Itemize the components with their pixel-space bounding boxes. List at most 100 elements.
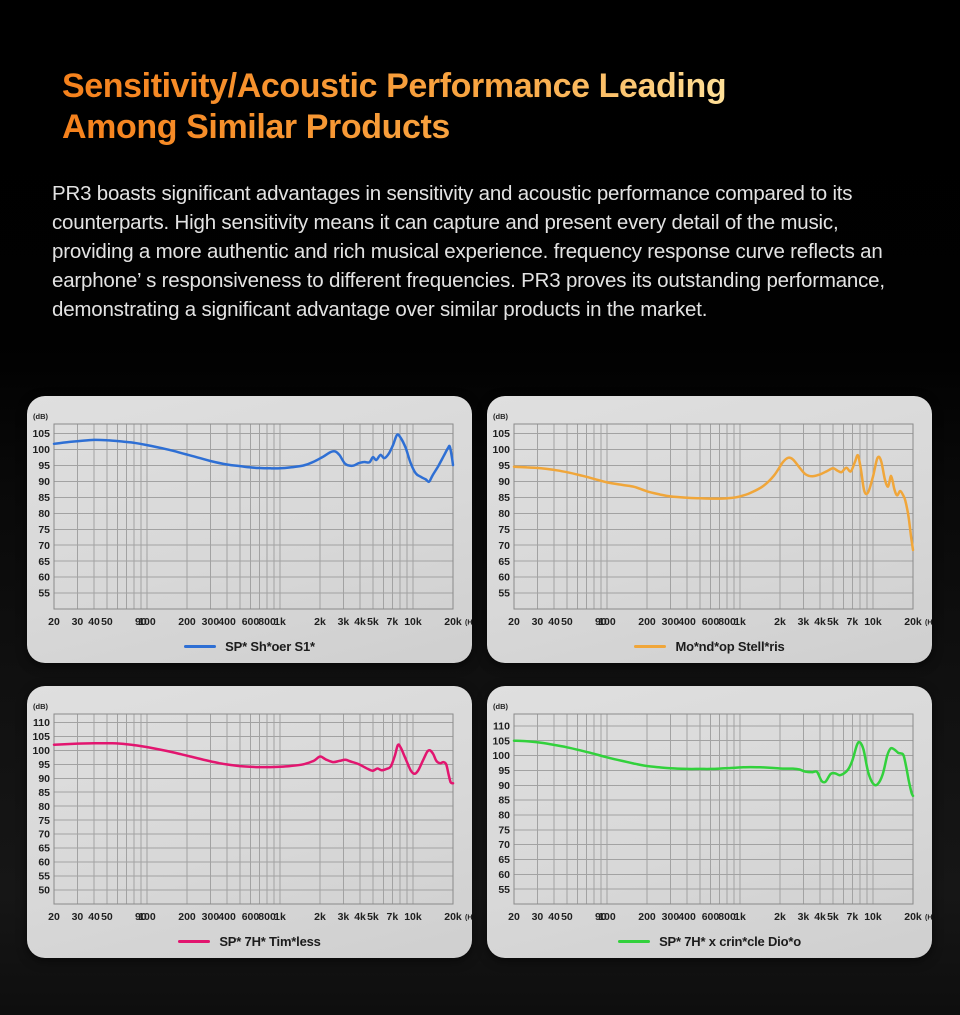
svg-text:100: 100 <box>598 616 616 628</box>
chart-card-pink: 50 55 60 65 70 75 80 85 90 95 100 105 110 (dB) 20 30 40 5… <box>27 686 472 958</box>
svg-text:20k: 20k <box>444 911 462 923</box>
svg-text:300: 300 <box>662 911 680 923</box>
frequency-response-chart-4: 55 60 65 70 75 80 85 90 95 100 105 110 (dB) 20 30 40 50 9… <box>487 686 932 958</box>
svg-text:(Hz): (Hz) <box>925 915 932 922</box>
legend-line-swatch <box>178 939 211 944</box>
svg-text:75: 75 <box>38 815 50 827</box>
svg-text:1k: 1k <box>274 616 286 628</box>
chart-card-green: 55 60 65 70 75 80 85 90 95 100 105 110 (dB) 20 30 40 50 9… <box>487 686 932 958</box>
svg-text:5k: 5k <box>827 616 839 628</box>
svg-text:70: 70 <box>38 540 50 552</box>
svg-text:75: 75 <box>498 524 510 536</box>
svg-text:2k: 2k <box>314 911 326 923</box>
legend-line-swatch <box>634 644 667 649</box>
svg-text:20: 20 <box>48 616 60 628</box>
svg-text:20: 20 <box>508 911 520 923</box>
svg-text:40: 40 <box>88 616 100 628</box>
svg-text:20k: 20k <box>444 616 462 628</box>
svg-text:80: 80 <box>498 508 510 520</box>
svg-text:40: 40 <box>88 911 100 923</box>
chart-legend-2: Mo*nd*op Stell*ris <box>487 639 932 654</box>
svg-text:200: 200 <box>638 911 656 923</box>
svg-text:30: 30 <box>72 911 84 923</box>
svg-text:300: 300 <box>202 911 220 923</box>
svg-text:800: 800 <box>258 911 276 923</box>
svg-text:80: 80 <box>38 508 50 520</box>
svg-text:80: 80 <box>498 810 510 822</box>
svg-text:600: 600 <box>702 616 720 628</box>
svg-text:(Hz): (Hz) <box>465 620 472 627</box>
svg-text:20k: 20k <box>904 911 922 923</box>
chart-legend-1: SP* Sh*oer S1* <box>27 639 472 654</box>
svg-text:4k: 4k <box>354 911 366 923</box>
svg-text:2k: 2k <box>774 911 786 923</box>
svg-text:5k: 5k <box>367 911 379 923</box>
svg-text:7k: 7k <box>847 911 859 923</box>
svg-text:10k: 10k <box>404 616 422 628</box>
chart-card-blue: 55 60 65 70 75 80 85 90 95 100 105 (dB) 20 30 40 50 90 10… <box>27 396 472 663</box>
svg-text:2k: 2k <box>774 616 786 628</box>
svg-text:70: 70 <box>38 829 50 841</box>
svg-text:2k: 2k <box>314 616 326 628</box>
svg-text:600: 600 <box>242 616 260 628</box>
svg-text:50: 50 <box>561 616 573 628</box>
svg-text:30: 30 <box>72 616 84 628</box>
svg-text:200: 200 <box>638 616 656 628</box>
page-title-line2: Among Similar Products <box>62 108 450 147</box>
svg-text:95: 95 <box>38 460 50 472</box>
svg-text:90: 90 <box>595 911 607 923</box>
svg-text:3k: 3k <box>338 911 350 923</box>
svg-text:400: 400 <box>218 616 236 628</box>
svg-text:1k: 1k <box>274 911 286 923</box>
svg-text:85: 85 <box>498 492 510 504</box>
svg-text:10k: 10k <box>864 616 882 628</box>
svg-text:110: 110 <box>493 720 510 732</box>
svg-text:90: 90 <box>498 780 510 792</box>
svg-text:600: 600 <box>242 911 260 923</box>
legend-label: SP* 7H* Tim*less <box>219 934 321 949</box>
svg-text:50: 50 <box>101 616 113 628</box>
svg-text:1k: 1k <box>734 911 746 923</box>
svg-text:40: 40 <box>548 911 560 923</box>
svg-text:10k: 10k <box>404 911 422 923</box>
svg-text:50: 50 <box>101 911 113 923</box>
svg-text:55: 55 <box>498 884 510 896</box>
legend-label: SP* 7H* x crin*cle Dio*o <box>659 934 801 949</box>
svg-text:800: 800 <box>718 616 736 628</box>
svg-text:95: 95 <box>38 759 50 771</box>
svg-text:400: 400 <box>678 911 696 923</box>
svg-text:90: 90 <box>38 476 50 488</box>
svg-text:4k: 4k <box>814 911 826 923</box>
intro-paragraph: PR3 boasts significant advantages in sen… <box>52 182 885 321</box>
svg-text:90: 90 <box>498 476 510 488</box>
svg-text:105: 105 <box>492 428 510 440</box>
legend-label: Mo*nd*op Stell*ris <box>675 639 785 654</box>
chart-legend-4: SP* 7H* x crin*cle Dio*o <box>487 934 932 949</box>
svg-text:70: 70 <box>498 839 510 851</box>
svg-text:100: 100 <box>598 911 616 923</box>
svg-text:65: 65 <box>498 556 510 568</box>
svg-text:50: 50 <box>561 911 573 923</box>
svg-text:(dB): (dB) <box>33 412 48 421</box>
svg-text:55: 55 <box>498 588 510 600</box>
svg-text:80: 80 <box>38 801 50 813</box>
svg-text:40: 40 <box>548 616 560 628</box>
svg-text:3k: 3k <box>798 616 810 628</box>
svg-text:(dB): (dB) <box>493 702 508 711</box>
svg-text:600: 600 <box>702 911 720 923</box>
svg-text:100: 100 <box>138 911 156 923</box>
frequency-response-chart-3: 50 55 60 65 70 75 80 85 90 95 100 105 110 (dB) 20 30 40 5… <box>27 686 472 958</box>
svg-text:(Hz): (Hz) <box>925 620 932 627</box>
svg-text:95: 95 <box>498 765 510 777</box>
svg-text:300: 300 <box>662 616 680 628</box>
svg-text:3k: 3k <box>338 616 350 628</box>
chart-legend-3: SP* 7H* Tim*less <box>27 934 472 949</box>
svg-text:400: 400 <box>678 616 696 628</box>
svg-text:(Hz): (Hz) <box>465 915 472 922</box>
svg-text:10k: 10k <box>864 911 882 923</box>
svg-text:200: 200 <box>178 616 196 628</box>
svg-text:105: 105 <box>32 731 50 743</box>
